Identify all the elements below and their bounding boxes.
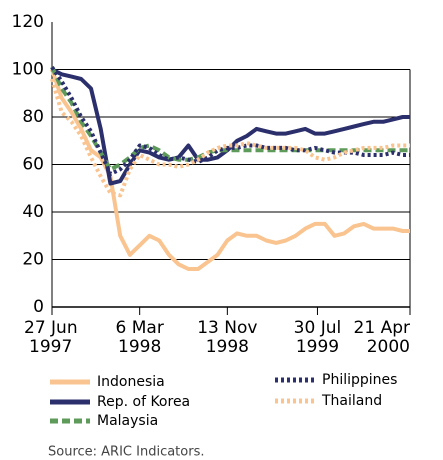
series-line: [51, 67, 410, 186]
legend-label: Malaysia: [97, 413, 158, 429]
x-tick-label: 27 Jun: [24, 318, 78, 338]
y-tick-label: 80: [22, 107, 44, 127]
y-tick-label: 60: [22, 155, 44, 175]
x-tick-label: 1998: [206, 337, 249, 357]
legend-label: Indonesia: [97, 374, 165, 390]
series-line: [50, 78, 410, 198]
x-tick-label: 13 Nov: [197, 318, 257, 338]
y-tick-label: 40: [22, 202, 44, 222]
legend-label: Rep. of Korea: [97, 394, 190, 410]
source-note: Source: ARIC Indicators.: [48, 445, 204, 460]
x-tick-label: 6 Mar: [116, 318, 164, 338]
x-tick-label: 1998: [118, 337, 161, 357]
series-line: [50, 68, 410, 271]
legend-label: Philippines: [322, 372, 397, 388]
x-tick-label: 21 Apr: [354, 318, 410, 338]
legend-label: Thailand: [321, 393, 382, 409]
x-tick-label: 30 Jul: [294, 318, 342, 338]
y-tick-label: 20: [22, 250, 44, 270]
y-tick-label: 100: [12, 60, 44, 80]
x-tick-label: 2000: [367, 337, 410, 357]
x-tick-label: 1997: [29, 337, 72, 357]
x-tick-label: 1999: [296, 337, 339, 357]
y-tick-label: 120: [12, 12, 44, 32]
y-tick-label: 0: [33, 297, 44, 317]
